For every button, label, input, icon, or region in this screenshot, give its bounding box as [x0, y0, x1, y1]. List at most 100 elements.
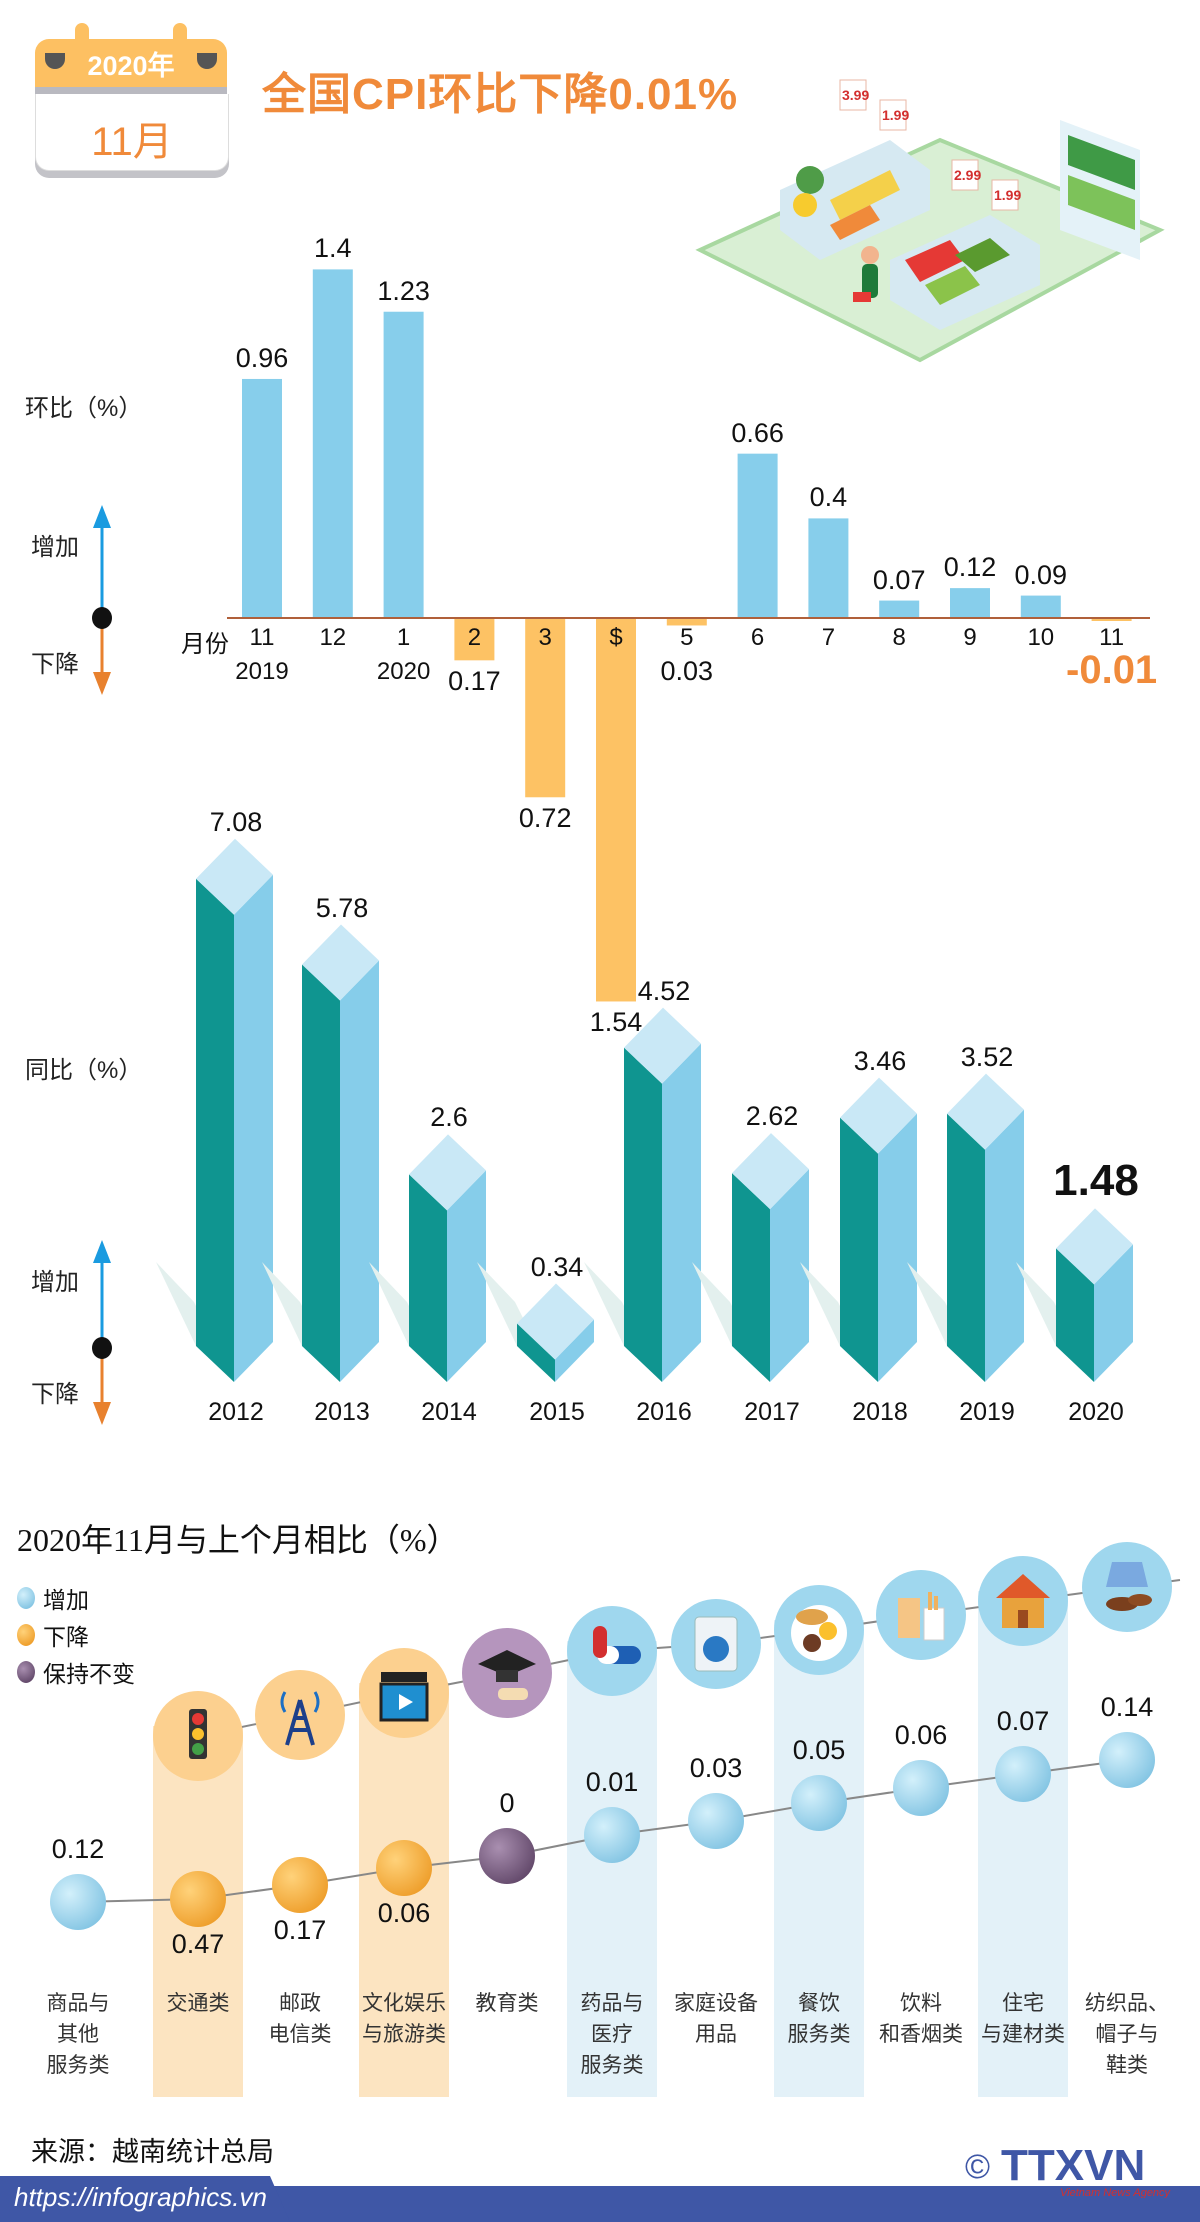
copyright-icon: © [965, 2148, 990, 2186]
category-label-line: 药品与 [580, 1992, 644, 2015]
bar-value-label: 7.08 [209, 806, 263, 837]
basket-icon [853, 292, 871, 302]
arrow-down-icon [93, 1402, 111, 1425]
category-value: 0.06 [377, 1898, 431, 1928]
value-ball-increase [893, 1760, 949, 1816]
arrow-up-icon [93, 505, 111, 528]
pill-icon-glyph [593, 1626, 641, 1664]
website-link[interactable]: https://infographics.vn [14, 2182, 267, 2212]
column-highlight [774, 1620, 864, 2097]
category-label-line: 用品 [695, 2023, 737, 2046]
logo-text: TTXVN [1001, 2141, 1145, 2190]
category-label-line: 住宅 [1002, 1992, 1044, 2015]
category-label-line: 教育类 [475, 1992, 539, 2015]
value-ball-decrease [170, 1871, 226, 1927]
traffic-light-icon [153, 1691, 243, 1781]
year-label: 2016 [636, 1398, 692, 1426]
arrow-down-icon [93, 672, 111, 695]
clapperboard-icon-glyph [379, 1672, 429, 1722]
calendar-hole-icon [45, 53, 65, 69]
melon [796, 166, 824, 194]
value-ball-increase [50, 1874, 106, 1930]
graduation-cap-icon-glyph [478, 1650, 536, 1700]
chart1-increase-label: 增加 [31, 534, 79, 561]
shirt-shoes-icon [1082, 1542, 1172, 1632]
legend-dot-icon [17, 1661, 35, 1683]
headline: 全国CPI环比下降0.01% [262, 70, 739, 119]
house-icon-glyph [996, 1574, 1050, 1628]
category-value: 0.47 [171, 1929, 225, 1959]
drink-cigarettes-icon-glyph [898, 1592, 945, 1641]
signal-tower-icon [255, 1670, 345, 1760]
category-value: 0.05 [792, 1735, 846, 1765]
bar-value-label: 0.09 [1014, 559, 1068, 590]
year-label: 2014 [421, 1398, 477, 1426]
chart2-increase-label: 增加 [31, 1269, 79, 1296]
value-ball-increase [688, 1793, 744, 1849]
chart2-direction-arrows [92, 1240, 112, 1425]
bar-value-label: 0.72 [518, 803, 572, 834]
category-label-line: 电信类 [268, 2023, 332, 2046]
month-label: 2 [467, 624, 482, 651]
category-label-line: 帽子与 [1095, 2023, 1159, 2046]
bar-value-label: 0.66 [731, 417, 784, 448]
bar-value-label: 0.12 [943, 552, 997, 583]
month-label: 12 [319, 624, 347, 651]
legend-dot-icon [17, 1624, 35, 1646]
calendar-divider [35, 87, 227, 94]
bar-value-label: 0.03 [660, 656, 714, 686]
category-label-line: 鞋类 [1106, 2054, 1148, 2077]
legend-label: 增加 [43, 1587, 89, 1613]
value-ball-decrease [272, 1857, 328, 1913]
chart2-ylabel: 同比（%） [25, 1057, 143, 1084]
category-label-line: 交通类 [166, 1992, 230, 2015]
category-label-line: 商品与 [46, 1992, 110, 2015]
category-label-line: 与旅游类 [362, 2023, 446, 2046]
price-tag: 1.99 [994, 187, 1021, 203]
chart1-ylabel: 环比（%） [25, 395, 143, 422]
category-label-line: 服务类 [580, 2054, 644, 2077]
signal-tower-icon-glyph [280, 1691, 320, 1746]
legend-item-unchanged: 保持不变 [17, 1655, 135, 1689]
category-label-line: 与建材类 [981, 2023, 1065, 2046]
washing-machine-icon [671, 1599, 761, 1689]
legend-label: 下降 [43, 1624, 89, 1650]
category-label-line: 饮料 [900, 1992, 942, 2015]
category-label: 餐饮 服务类 [788, 1988, 851, 2050]
year-label: 2019 [235, 658, 289, 685]
category-label-line: 和香烟类 [879, 2023, 963, 2046]
shopper-body [862, 264, 878, 298]
year-label: 2020 [1068, 1398, 1124, 1426]
bar-value-label: 5.78 [315, 892, 369, 923]
year-label: 2013 [314, 1398, 370, 1426]
month-label: 9 [963, 624, 977, 651]
year-label: 2015 [529, 1398, 585, 1426]
category-label-line: 医疗 [591, 2023, 633, 2046]
bananas [830, 170, 900, 220]
month-label: 6 [750, 624, 765, 651]
category-label-line: 文化娱乐 [362, 1992, 446, 2015]
year-label: 2017 [744, 1398, 800, 1426]
category-value: 0.14 [1100, 1692, 1154, 1722]
category-label: 住宅 与建材类 [981, 1988, 1065, 2050]
source-note: 来源：越南统计总局 [31, 2137, 274, 2167]
category-value: 0.17 [273, 1915, 327, 1945]
category-label-line: 服务类 [46, 2054, 110, 2077]
category-label: 教育类 [476, 1988, 539, 2019]
bar-value-label: 1.48 [1053, 1156, 1139, 1206]
category-value: 0.07 [996, 1706, 1050, 1736]
legend-label: 保持不变 [43, 1661, 135, 1687]
column-highlight [978, 1591, 1068, 2097]
bar-value-label: 2.62 [745, 1101, 799, 1132]
category-value: 0.06 [894, 1720, 948, 1750]
month-label: 1 [396, 624, 411, 651]
arrow-up-icon [93, 1240, 111, 1263]
price-tags: 3.99 1.99 2.99 1.99 [839, 79, 1021, 211]
calendar-header [35, 39, 227, 87]
house-icon [978, 1556, 1068, 1646]
bar-value-label: 3.52 [960, 1041, 1014, 1072]
year-label: 2020 [376, 658, 431, 685]
category-value: 0.03 [689, 1753, 743, 1783]
category-label: 家庭设备 用品 [674, 1988, 758, 2050]
